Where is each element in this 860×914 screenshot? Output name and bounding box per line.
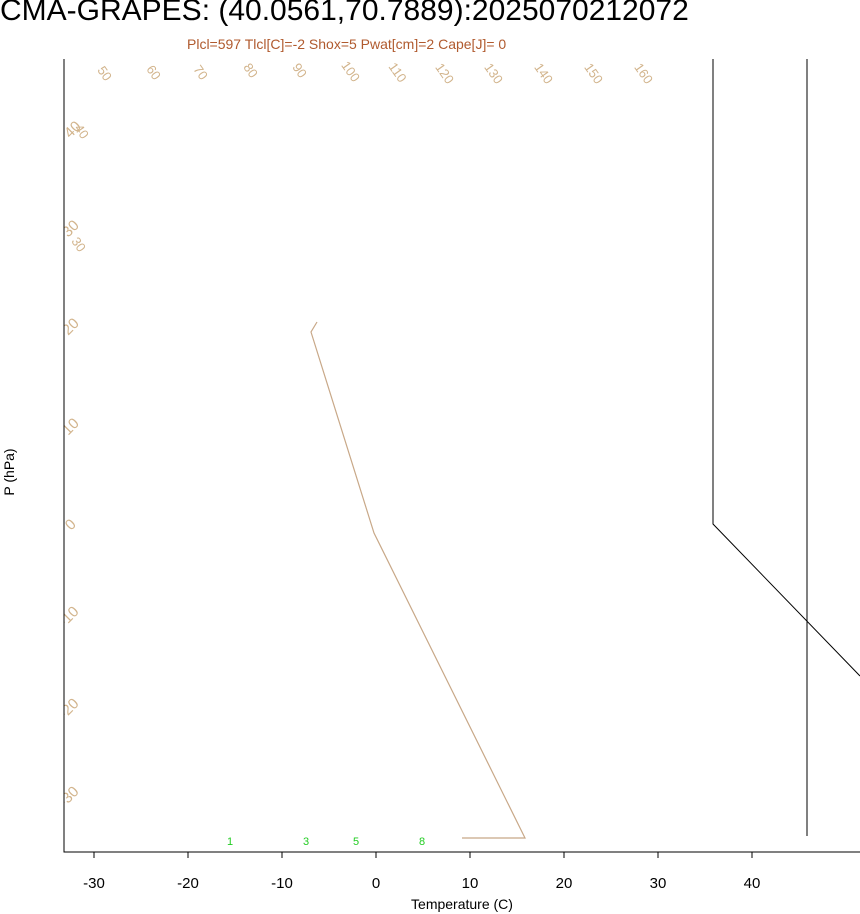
isopleth-labels: 8121620242832304050607080901001101201301… bbox=[55, 58, 853, 848]
isopleth-label: -10 bbox=[55, 603, 82, 630]
isopleth-label: -20 bbox=[55, 695, 82, 722]
isopleth-label: 50 bbox=[94, 63, 115, 83]
y-axis-label: P (hPa) bbox=[1, 448, 17, 495]
mixing-ratio-label: 5 bbox=[353, 836, 359, 848]
x-tick-label: 40 bbox=[744, 875, 761, 892]
isopleth-label: 0 bbox=[62, 516, 80, 534]
mixing-ratio-label: 8 bbox=[419, 836, 425, 848]
x-tick-label: 30 bbox=[650, 875, 667, 892]
wind-column bbox=[806, 59, 808, 836]
isopleth-label: -30 bbox=[55, 783, 82, 810]
x-tick-label: -30 bbox=[83, 875, 105, 892]
x-tick-label: 10 bbox=[462, 875, 479, 892]
parcel-path bbox=[310, 321, 526, 839]
isopleth-label: 0 bbox=[712, 455, 730, 473]
isopleth-label: 140 bbox=[531, 60, 556, 86]
isopleth-label: 30 bbox=[829, 626, 853, 650]
isopleth-label: 130 bbox=[481, 60, 506, 86]
parcel-line bbox=[310, 321, 526, 839]
x-tick-label: -20 bbox=[177, 875, 199, 892]
chart-subtitle: Plcl=597 Tlcl[C]=-2 Shox=5 Pwat[cm]=2 Ca… bbox=[187, 36, 507, 52]
isopleth-label: 70 bbox=[190, 62, 211, 82]
mixing-ratio-label: 3 bbox=[303, 836, 309, 848]
plot-outline bbox=[63, 59, 860, 853]
x-tick-label: -10 bbox=[271, 875, 293, 892]
isopleth-label: 100 bbox=[338, 58, 363, 84]
isopleth-label: 10 bbox=[59, 415, 83, 439]
isopleth-label: 40 bbox=[71, 121, 92, 141]
isopleth-label: 150 bbox=[581, 60, 606, 86]
isopleth-label: 30 bbox=[68, 234, 89, 254]
isopleth-label: 90 bbox=[289, 60, 310, 80]
isopleth-label: 160 bbox=[631, 60, 656, 86]
chart-title: CMA-GRAPES: (40.0561,70.7889):2025070212… bbox=[0, 0, 689, 27]
isopleth-label: 110 bbox=[386, 60, 410, 86]
isopleth-label: 80 bbox=[240, 60, 261, 80]
isopleth-label: 20 bbox=[783, 576, 807, 600]
x-tick-label: 0 bbox=[372, 875, 380, 892]
x-axis-label: Temperature (C) bbox=[411, 896, 513, 912]
mixing-ratio-label: 1 bbox=[227, 836, 233, 848]
isopleth-label: 30 bbox=[711, 133, 735, 157]
isopleth-label: 20 bbox=[59, 315, 83, 339]
isopleth-label: 120 bbox=[432, 60, 457, 86]
x-tick-label: 20 bbox=[556, 875, 573, 892]
isopleth-label: 60 bbox=[143, 62, 164, 82]
isopleth-label: 10 bbox=[731, 527, 755, 551]
axes: 1001687815014412200125562501103930097514… bbox=[83, 852, 761, 892]
